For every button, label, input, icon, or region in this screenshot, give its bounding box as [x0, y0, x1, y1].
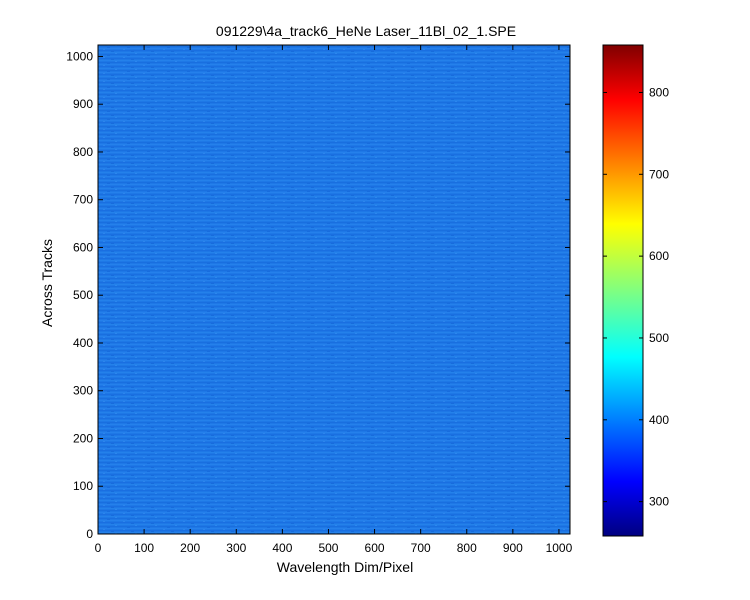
x-axis-ticks: 0 100 200 300 400 500 600 700 800 900 1000 [95, 45, 573, 555]
y-tick-label: 900 [73, 97, 93, 111]
y-tick-label: 0 [86, 527, 93, 541]
x-tick-label: 600 [365, 541, 385, 555]
plot-frame [97, 44, 571, 535]
y-axis-ticks: 0 100 200 300 400 500 600 700 800 900 1000 [66, 49, 570, 541]
x-tick-label: 100 [134, 541, 154, 555]
y-tick-label: 100 [73, 479, 93, 493]
y-tick-label: 400 [73, 336, 93, 350]
chart-title: 091229\4a_track6_HeNe Laser_11Bl_02_1.SP… [216, 23, 516, 39]
y-axis-label: Across Tracks [39, 239, 55, 327]
colorbar-tick-label: 500 [649, 331, 669, 345]
x-tick-label: 300 [226, 541, 246, 555]
y-tick-label: 500 [73, 288, 93, 302]
y-tick-label: 200 [73, 431, 93, 445]
y-tick-label: 800 [73, 145, 93, 159]
x-tick-label: 700 [411, 541, 431, 555]
x-tick-label: 200 [180, 541, 200, 555]
y-tick-label: 1000 [66, 49, 93, 63]
x-tick-label: 1000 [546, 541, 573, 555]
x-tick-label: 800 [457, 541, 477, 555]
colorbar [603, 45, 643, 536]
x-tick-label: 900 [503, 541, 523, 555]
colorbar-tick-label: 300 [649, 495, 669, 509]
y-tick-label: 600 [73, 240, 93, 254]
colorbar-tick-label: 600 [649, 249, 669, 263]
heatmap-image [98, 45, 570, 534]
x-tick-label: 0 [95, 541, 102, 555]
x-tick-label: 400 [272, 541, 292, 555]
colorbar-tick-label: 700 [649, 167, 669, 181]
y-tick-label: 300 [73, 384, 93, 398]
x-axis-label: Wavelength Dim/Pixel [277, 559, 413, 575]
colorbar-tick-label: 800 [649, 85, 669, 99]
x-tick-label: 500 [318, 541, 338, 555]
colorbar-tick-label: 400 [649, 413, 669, 427]
colorbar-frame [602, 44, 644, 537]
colorbar-ticks: 300 400 500 600 700 800 [603, 85, 669, 509]
y-tick-label: 700 [73, 193, 93, 207]
heatmap-field [98, 45, 570, 534]
